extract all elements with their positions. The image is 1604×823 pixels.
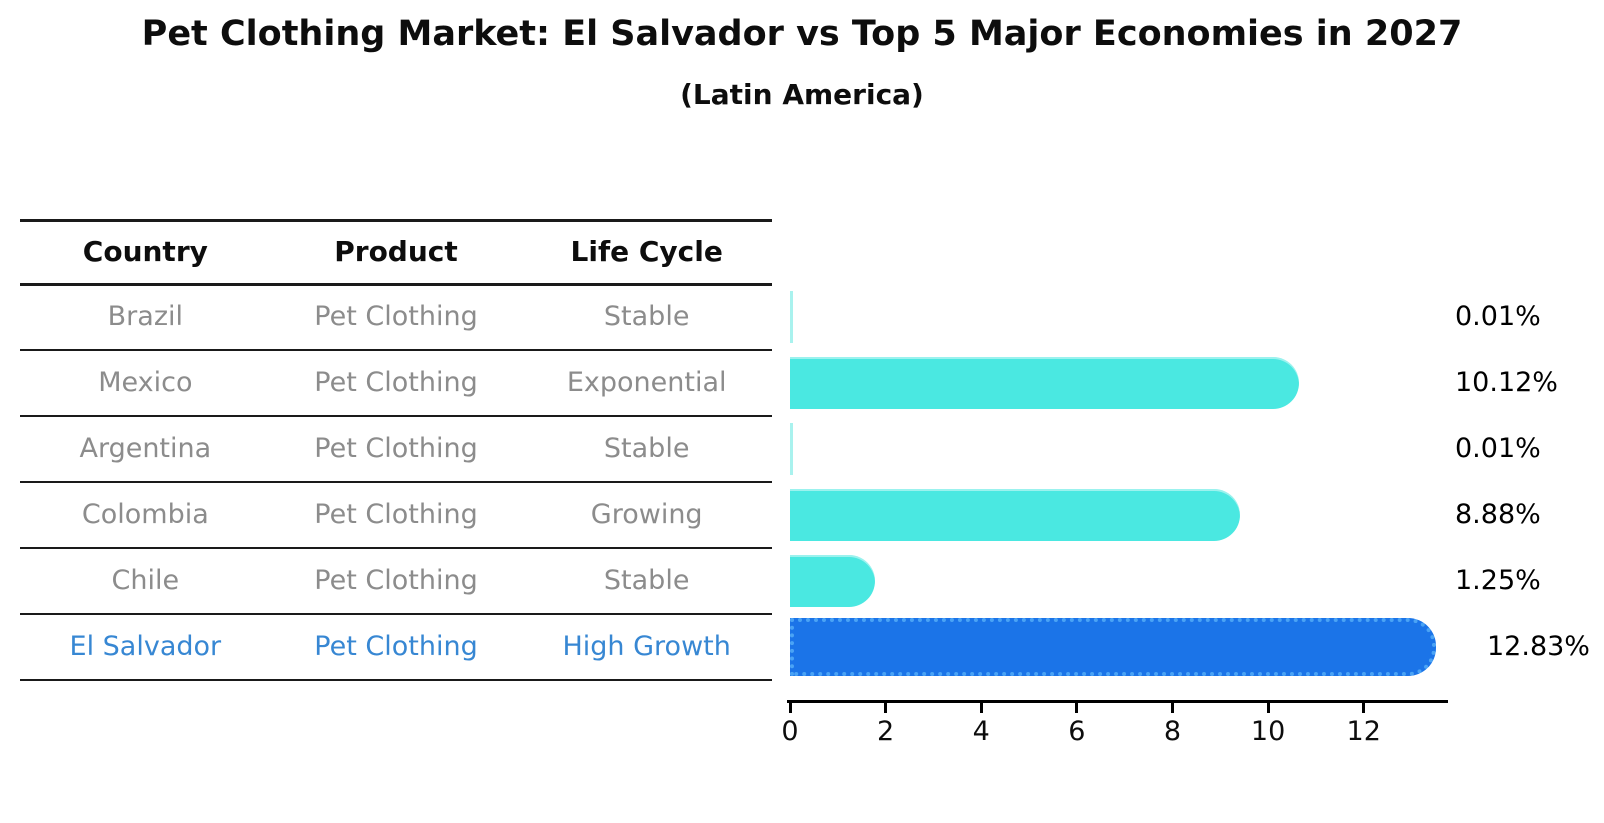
table-row-argentina: Argentina Pet Clothing Stable (20, 416, 772, 482)
cell-country: Argentina (79, 433, 212, 464)
table-divider (20, 415, 772, 417)
col-header-life-cycle: Life Cycle (570, 235, 723, 268)
cell-life-cycle: Stable (603, 433, 690, 464)
table-divider (20, 547, 772, 549)
chart-subtitle: (Latin America) (680, 78, 924, 111)
cell-product: Pet Clothing (314, 565, 478, 596)
bar-mexico (790, 357, 1299, 409)
cell-country: Chile (111, 565, 180, 596)
bar-brazil (790, 291, 793, 343)
x-axis: 0 2 4 6 8 10 12 (781, 700, 1448, 760)
x-tick-label: 6 (1068, 716, 1086, 747)
table-row-brazil: Brazil Pet Clothing Stable (20, 284, 772, 350)
x-tick-label: 10 (1250, 716, 1286, 747)
table-row-colombia: Colombia Pet Clothing Growing (20, 482, 772, 548)
x-tick-label: 2 (877, 716, 895, 747)
bar-row (790, 416, 1445, 482)
value-label-brazil: 0.01% (1455, 301, 1541, 332)
x-tick-label: 8 (1163, 716, 1182, 747)
x-tick-mark (884, 703, 888, 713)
cell-life-cycle: Growing (590, 499, 703, 530)
table-divider (20, 613, 772, 615)
cell-life-cycle: Exponential (566, 367, 727, 398)
value-label-colombia: 8.88% (1455, 499, 1541, 530)
x-tick-mark (1362, 703, 1366, 713)
bar-row (790, 548, 1445, 614)
table-divider (20, 219, 772, 222)
value-label-chile: 1.25% (1455, 565, 1541, 596)
bar-row (790, 482, 1445, 548)
bar-row (790, 350, 1445, 416)
bar-row (790, 284, 1445, 350)
table-divider (20, 679, 772, 681)
bar-colombia (790, 489, 1240, 541)
table-divider (20, 349, 772, 351)
x-tick-mark (1266, 703, 1270, 713)
x-tick-mark (979, 703, 983, 713)
x-tick-label: 0 (781, 716, 799, 747)
col-header-country: Country (82, 235, 208, 268)
table-row-mexico: Mexico Pet Clothing Exponential (20, 350, 772, 416)
bar-argentina (790, 423, 793, 475)
value-label-mexico: 10.12% (1455, 367, 1558, 398)
table-header-row: Country Product Life Cycle (20, 219, 772, 284)
x-tick-mark (1075, 703, 1079, 713)
table-divider (20, 481, 772, 483)
country-table: Country Product Life Cycle Brazil Pet Cl… (20, 219, 772, 681)
bar-chile (790, 555, 875, 607)
bar-el-salvador (790, 618, 1437, 676)
cell-product: Pet Clothing (314, 367, 478, 398)
value-label-el-salvador: 12.83% (1487, 631, 1590, 662)
x-tick-label: 4 (972, 716, 990, 747)
table-divider (20, 283, 772, 286)
col-header-product: Product (334, 235, 458, 268)
bar-row (790, 614, 1445, 680)
cell-country: El Salvador (69, 631, 222, 662)
table-row-el-salvador: El Salvador Pet Clothing High Growth (20, 614, 772, 680)
cell-product: Pet Clothing (314, 499, 478, 530)
x-tick-label: 12 (1346, 716, 1381, 747)
cell-life-cycle: Stable (603, 565, 690, 596)
cell-product: Pet Clothing (314, 631, 478, 662)
cell-product: Pet Clothing (314, 433, 478, 464)
x-axis-line (787, 700, 1448, 703)
value-labels: 0.01% 10.12% 0.01% 8.88% 1.25% 12.83% (1455, 284, 1604, 680)
bar-plot (790, 284, 1445, 680)
chart-title: Pet Clothing Market: El Salvador vs Top … (141, 14, 1463, 54)
table-row-chile: Chile Pet Clothing Stable (20, 548, 772, 614)
value-label-argentina: 0.01% (1455, 433, 1541, 464)
cell-life-cycle: High Growth (562, 631, 731, 662)
x-tick-mark (788, 703, 792, 713)
cell-country: Brazil (107, 301, 184, 332)
cell-country: Colombia (81, 499, 209, 530)
cell-country: Mexico (98, 367, 193, 398)
x-tick-mark (1170, 703, 1174, 713)
cell-product: Pet Clothing (314, 301, 478, 332)
cell-life-cycle: Stable (603, 301, 690, 332)
